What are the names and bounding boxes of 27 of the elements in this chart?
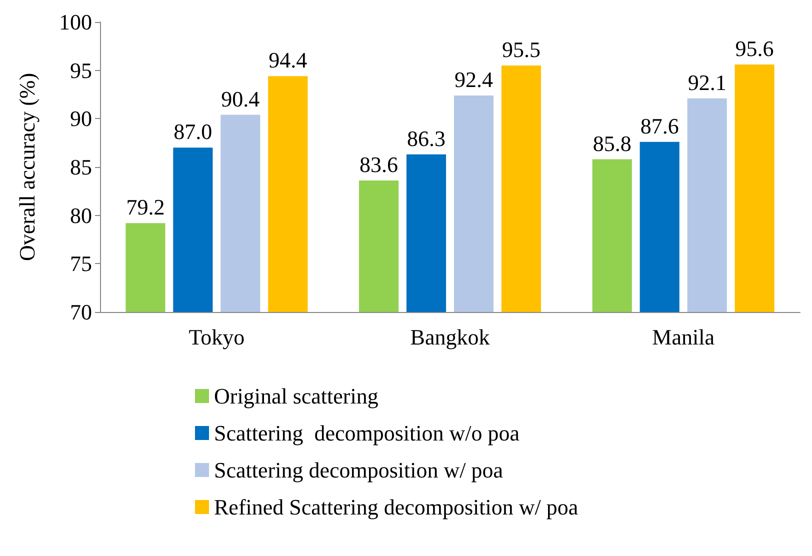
y-tick-label: 100: [59, 10, 92, 34]
data-label: 90.4: [221, 86, 260, 112]
y-tick-label: 95: [70, 58, 92, 83]
y-tick-label: 90: [70, 106, 92, 132]
data-label: 92.4: [454, 66, 493, 92]
legend-label: Scattering decomposition w/o poa: [214, 420, 520, 446]
data-label: 83.6: [360, 152, 398, 178]
x-tick-label: Tokyo: [188, 324, 245, 350]
legend-label: Original scattering: [214, 384, 378, 408]
data-label: 79.2: [126, 194, 165, 220]
data-label: 85.8: [592, 130, 632, 156]
legend-label: Scattering decomposition w/ poa: [214, 458, 504, 482]
data-label: 95.6: [735, 36, 774, 62]
y-tick-label: 70: [70, 300, 92, 324]
x-tick-label: Bangkok: [410, 324, 490, 350]
x-tick-label: Manila: [652, 324, 715, 350]
data-label: 94.4: [268, 48, 308, 73]
y-axis-title: Overall accuracy (%): [14, 72, 40, 262]
y-tick-label: 80: [70, 202, 92, 228]
legend-label: Refined Scattering decomposition w/ poa: [214, 494, 578, 520]
y-tick-label: 75: [70, 251, 92, 276]
data-label: 95.5: [502, 37, 540, 62]
data-label: 92.1: [688, 70, 726, 95]
y-tick-label: 85: [70, 154, 92, 180]
data-label: 87.0: [174, 119, 212, 144]
data-label: 86.3: [407, 126, 446, 151]
data-label: 87.6: [640, 113, 679, 138]
